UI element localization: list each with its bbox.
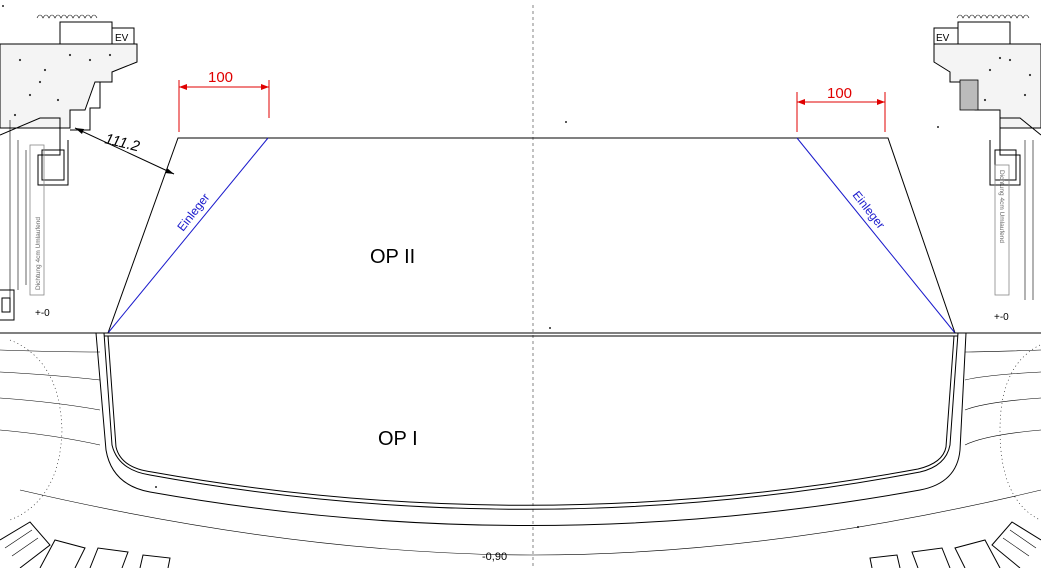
auditorium-lines-left: [0, 339, 101, 521]
dim-label-right: 100: [827, 85, 852, 102]
op2-area: [107, 137, 956, 334]
ev-label-left: EV: [115, 33, 129, 44]
dimension-angled: 111.2: [74, 127, 175, 175]
curtain-symbol-left: [36, 14, 98, 19]
auditorium-lines-right: [964, 344, 1041, 521]
einleger-line-left: [107, 137, 269, 334]
ev-box-right: [957, 21, 1011, 45]
dim-label-left: 100: [208, 69, 233, 86]
hatched-block-right: [959, 79, 979, 111]
side-note-frame-left: [29, 144, 45, 296]
einleger-line-right: [796, 137, 956, 334]
seating-left: [0, 521, 171, 568]
ev-box-left: [59, 21, 113, 45]
level-right: +-0: [994, 312, 1009, 323]
op1-area: [19, 332, 1041, 556]
ev-label-right: EV: [936, 33, 950, 44]
left-wall-detail: EV Dichtung 4cm Umlaufend: [0, 14, 138, 321]
op2-label: OP II: [370, 246, 415, 268]
concrete-left: [0, 43, 138, 129]
right-wall-detail: EV Dichtung 4cm Umlaufend: [933, 14, 1041, 300]
dim-label-angled: 111.2: [103, 130, 142, 155]
concrete-right: [933, 43, 1041, 129]
seating-right: [869, 521, 1041, 568]
op1-label: OP I: [378, 428, 418, 450]
reference-points: [1, 5, 939, 528]
side-note-frame-right: [994, 164, 1010, 296]
dimension-left: 100: [178, 69, 270, 132]
dimension-right: 100: [796, 85, 886, 132]
curtain-symbol-right: [956, 14, 1030, 19]
level-left: +-0: [35, 308, 50, 319]
side-note-right: Dichtung 4cm Umlaufend: [998, 170, 1005, 243]
level-bottom: -0,90: [482, 551, 507, 563]
side-note-left: Dichtung 4cm Umlaufend: [35, 217, 42, 290]
